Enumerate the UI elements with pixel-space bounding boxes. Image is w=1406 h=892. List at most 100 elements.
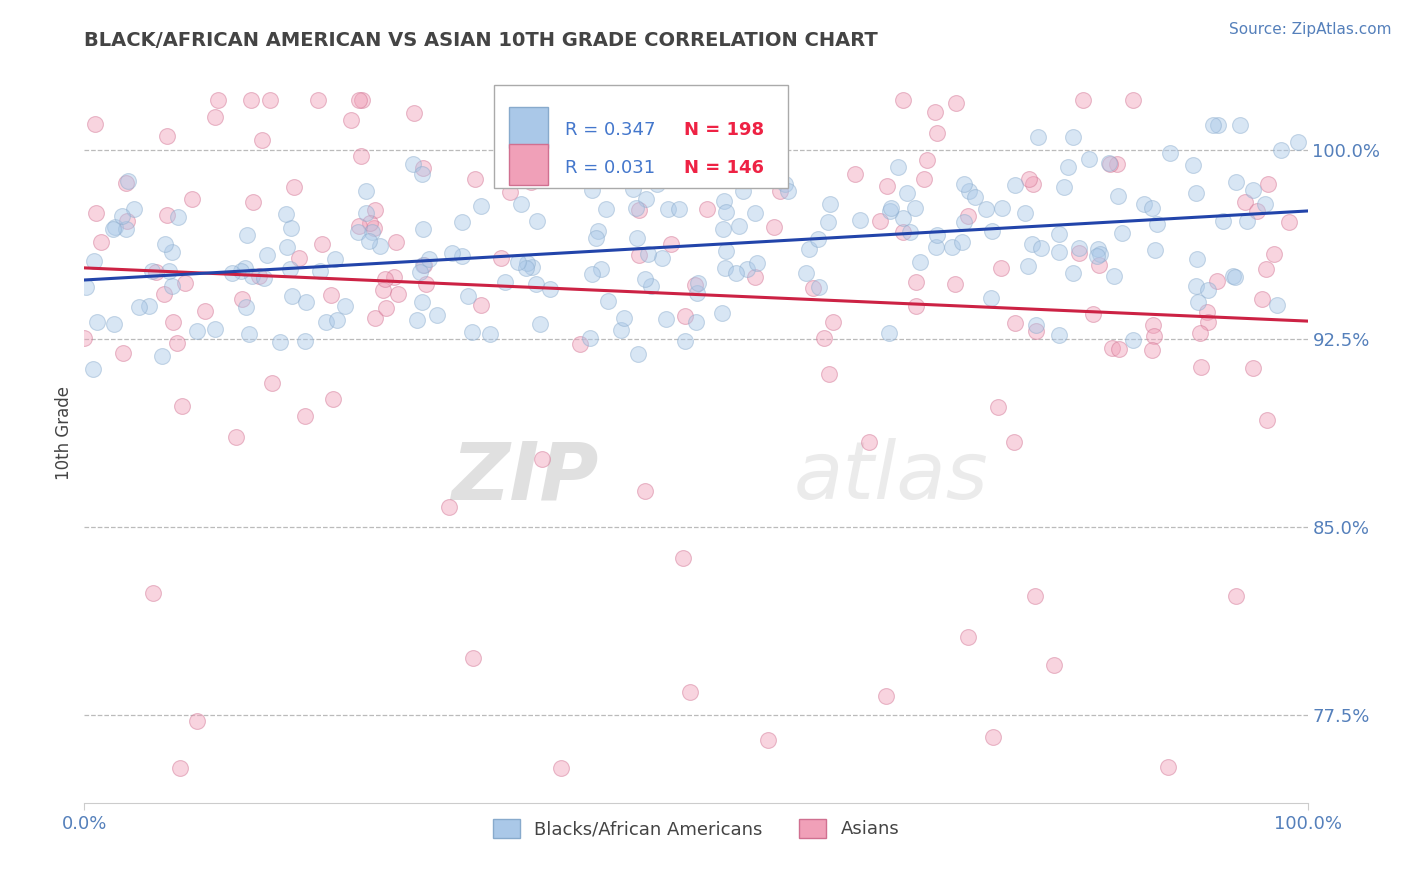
Point (1107, 156, 1129, 170)
Point (384, 235, 406, 250)
Text: ZIP: ZIP (451, 438, 598, 516)
Point (114, 176, 136, 190)
Point (1067, 241, 1090, 255)
Point (990, 261, 1012, 276)
Point (607, 127, 630, 141)
Point (194, 304, 217, 318)
Point (1197, 315, 1219, 329)
Point (354, 184, 377, 198)
Point (1185, 279, 1208, 293)
Point (526, 213, 548, 227)
Point (157, 263, 180, 277)
Point (1278, 215, 1301, 229)
Point (1257, 178, 1279, 192)
Point (776, 185, 799, 199)
Point (1146, 217, 1168, 231)
Point (657, 202, 679, 216)
Point (207, 93, 229, 107)
Point (1144, 243, 1167, 257)
Point (103, 317, 125, 331)
Point (160, 279, 183, 293)
Point (350, 149, 373, 163)
Point (418, 252, 440, 266)
Point (361, 225, 384, 239)
Point (1071, 93, 1094, 107)
Point (980, 291, 1002, 305)
Point (311, 236, 333, 251)
Point (274, 207, 297, 221)
Point (538, 282, 561, 296)
Point (634, 484, 657, 499)
Point (162, 315, 184, 329)
Point (101, 221, 124, 235)
Point (1143, 329, 1166, 343)
Point (141, 264, 163, 278)
Point (82, 362, 104, 376)
Point (821, 315, 844, 329)
Point (1140, 343, 1163, 357)
Point (1206, 274, 1229, 288)
Point (1212, 213, 1234, 227)
Point (596, 170, 619, 185)
Point (769, 184, 792, 198)
Point (686, 285, 709, 300)
Text: R = 0.347: R = 0.347 (565, 120, 655, 139)
Point (84, 117, 107, 131)
Point (145, 265, 167, 279)
Point (714, 205, 737, 219)
Point (1102, 268, 1125, 283)
Point (89, 235, 111, 249)
Point (315, 315, 337, 329)
Point (965, 190, 987, 204)
Point (463, 651, 485, 665)
Point (1229, 118, 1251, 132)
Point (637, 247, 659, 261)
Point (86, 316, 108, 330)
Point (373, 284, 395, 298)
Point (529, 165, 551, 179)
Point (634, 192, 657, 206)
Point (744, 270, 766, 285)
Point (75, 280, 97, 294)
Point (1024, 590, 1046, 604)
Point (711, 221, 734, 235)
Point (340, 112, 363, 127)
Point (621, 182, 644, 196)
Point (980, 224, 1002, 238)
Point (1234, 195, 1257, 210)
Point (204, 110, 226, 124)
Point (323, 252, 346, 266)
Point (374, 272, 396, 286)
Point (250, 132, 273, 146)
Y-axis label: 10th Grade: 10th Grade (55, 385, 73, 480)
Point (307, 93, 329, 107)
Point (818, 367, 841, 381)
Point (530, 451, 553, 466)
Point (470, 298, 492, 312)
Point (626, 231, 648, 245)
Point (520, 260, 543, 275)
Point (153, 236, 176, 251)
Point (1197, 283, 1219, 297)
Point (925, 126, 948, 140)
Point (364, 202, 387, 217)
Text: R = 0.031: R = 0.031 (565, 159, 655, 177)
Point (727, 219, 749, 233)
Point (1140, 202, 1163, 216)
Point (83, 253, 105, 268)
Point (613, 311, 636, 326)
Point (1182, 158, 1205, 172)
Point (1270, 143, 1292, 157)
Point (138, 299, 160, 313)
Point (1111, 226, 1133, 240)
Point (402, 157, 425, 171)
Point (240, 268, 263, 283)
Point (908, 255, 931, 269)
Point (974, 202, 997, 216)
Point (1090, 247, 1112, 261)
Point (1251, 292, 1274, 306)
Point (595, 202, 617, 216)
Point (763, 112, 786, 127)
Point (166, 210, 188, 224)
Point (236, 228, 259, 243)
